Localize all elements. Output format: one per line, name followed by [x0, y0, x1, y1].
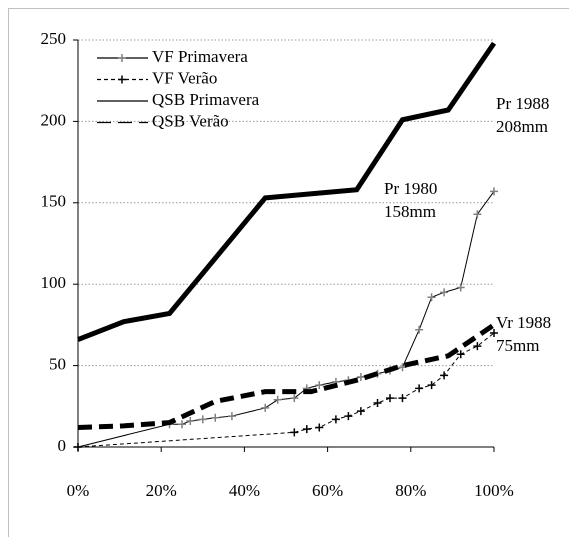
point-marker [186, 417, 194, 425]
x-tick-label: 60% [312, 481, 343, 500]
point-marker [290, 428, 298, 436]
y-tick-label: 200 [41, 110, 67, 129]
point-marker [357, 373, 365, 381]
y-tick-label: 150 [41, 192, 67, 211]
series-line [78, 325, 494, 428]
point-marker [415, 384, 423, 392]
x-tick-label: 100% [474, 481, 514, 500]
point-marker [415, 326, 423, 334]
x-tick-label: 0% [67, 481, 90, 500]
x-tick-label: 40% [229, 481, 260, 500]
point-marker [211, 414, 219, 422]
point-marker [428, 293, 436, 301]
point-marker [261, 404, 269, 412]
annotation: 158mm [384, 202, 436, 221]
x-tick-label: 20% [146, 481, 177, 500]
legend-label: QSB Primavera [152, 90, 260, 109]
point-marker [199, 415, 207, 423]
annotation: Vr 1988 [496, 313, 551, 332]
point-marker [332, 415, 340, 423]
point-marker [398, 394, 406, 402]
y-tick-label: 0 [58, 436, 67, 455]
y-tick-label: 100 [41, 273, 67, 292]
point-marker [344, 412, 352, 420]
point-marker [357, 407, 365, 415]
legend-marker [118, 76, 126, 84]
point-marker [178, 420, 186, 428]
annotation: 75mm [496, 336, 539, 355]
chart-frame [9, 9, 569, 538]
y-tick-label: 50 [49, 355, 66, 374]
point-marker [440, 288, 448, 296]
point-marker [315, 423, 323, 431]
point-marker [303, 425, 311, 433]
annotation: Pr 1980 [384, 179, 437, 198]
point-marker [386, 394, 394, 402]
point-marker [374, 399, 382, 407]
x-tick-label: 80% [395, 481, 426, 500]
legend-label: QSB Verão [152, 111, 229, 130]
point-marker [490, 187, 498, 195]
point-marker [228, 412, 236, 420]
annotation: 208mm [496, 117, 548, 136]
point-marker [473, 210, 481, 218]
legend-label: VF Primavera [152, 47, 248, 66]
point-marker [274, 396, 282, 404]
legend-label: VF Verão [152, 68, 217, 87]
y-tick-label: 250 [41, 29, 67, 48]
annotation: Pr 1988 [496, 94, 549, 113]
legend-marker [118, 54, 126, 62]
point-marker [440, 371, 448, 379]
point-marker [74, 443, 82, 451]
